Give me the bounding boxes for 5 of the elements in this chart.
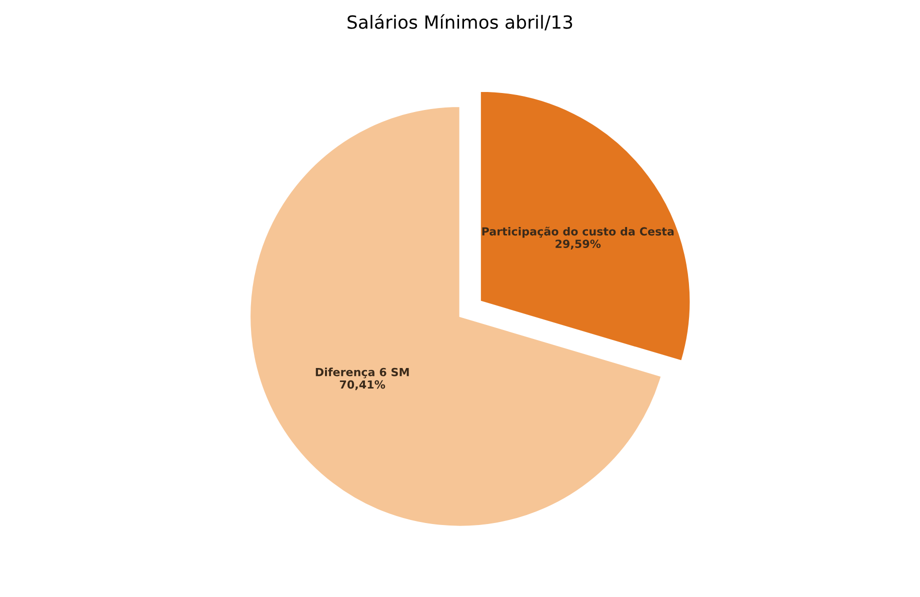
data-label: 29,59% (556, 240, 601, 250)
slice-label: Diferença 6 SM (316, 368, 409, 378)
data-label: 70,41% (340, 380, 386, 390)
chart-title: Salários Mínimos abril/13 (348, 14, 572, 30)
slice-label: Participação do custo da Cesta (482, 226, 674, 238)
